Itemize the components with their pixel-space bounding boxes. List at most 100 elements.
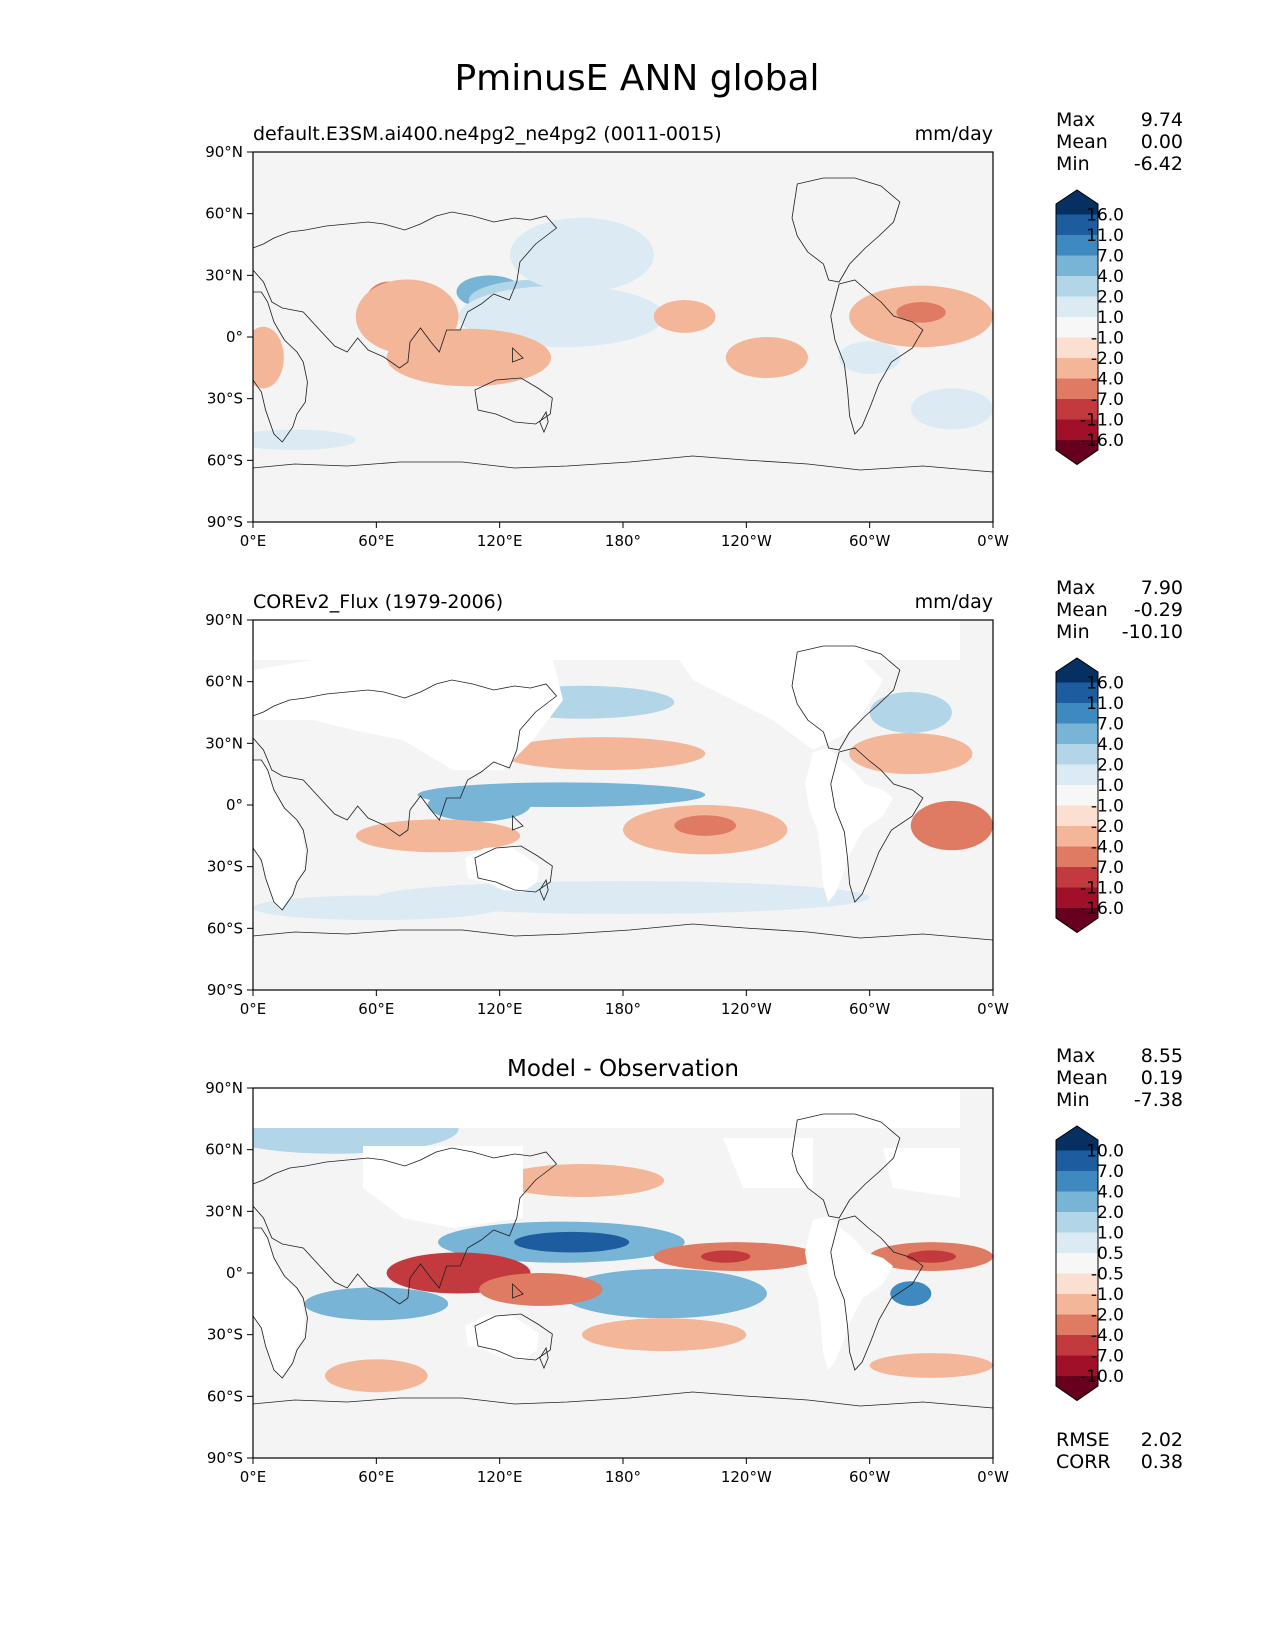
- x-tick-label: 180°: [605, 532, 641, 550]
- colorbar-tick-label: -1.0: [1091, 797, 1124, 817]
- colorbar-tick-label: 4.0: [1097, 735, 1124, 755]
- stat-value-mean: 0.19: [1141, 1067, 1183, 1089]
- colorbar-segment: [1056, 1376, 1098, 1401]
- contour-region: [869, 1353, 993, 1378]
- y-tick-label: 60°N: [205, 673, 243, 691]
- colorbar-tick-label: -16.0: [1080, 899, 1124, 919]
- colorbar-segment: [1056, 846, 1098, 867]
- y-tick-label: 60°S: [207, 1387, 243, 1405]
- colorbar-segment: [1056, 358, 1098, 379]
- panel-difference: 0°E 60°E 120°E 180° 120°W 60°W 0°W 90°N 60°N 30°N…: [205, 1045, 1183, 1486]
- x-tick-label: 120°W: [721, 1468, 772, 1486]
- colorbar-segment: [1056, 744, 1098, 765]
- panel-center-title: Model - Observation: [507, 1056, 739, 1082]
- land-mask: [253, 1088, 960, 1378]
- colorbar-segment: [1056, 1212, 1098, 1233]
- y-tick-label: 90°N: [205, 143, 243, 161]
- colorbar-segment: [1056, 867, 1098, 888]
- stat-label-mean: Mean: [1056, 131, 1108, 153]
- colorbar-segment: [1056, 908, 1098, 933]
- colorbar-tick-label: -2.0: [1091, 349, 1124, 369]
- stat-label-max: Max: [1056, 1045, 1095, 1067]
- colorbar-tick-label: -1.0: [1091, 1285, 1124, 1305]
- colorbar-outline: [1055, 657, 1099, 934]
- contour-region: [386, 328, 552, 387]
- colorbar-segment: [1056, 1232, 1098, 1253]
- x-tick-label: 60°W: [849, 1000, 891, 1018]
- colorbar-tick-label: 0.5: [1097, 1244, 1124, 1264]
- colorbar-segment: [1056, 1126, 1098, 1151]
- x-tick-label: 120°W: [721, 532, 772, 550]
- colorbar-segment: [1056, 378, 1098, 399]
- colorbar-segment: [1056, 235, 1098, 256]
- colorbar-tick-label: -7.0: [1091, 390, 1124, 410]
- x-tick-label: 60°E: [358, 1000, 394, 1018]
- stat-value-mean: 0.00: [1141, 131, 1183, 153]
- x-tick-label: 120°W: [721, 1000, 772, 1018]
- colorbar-segment: [1056, 723, 1098, 744]
- colorbar-tick-label: -2.0: [1091, 817, 1124, 837]
- stat-label-max: Max: [1056, 577, 1095, 599]
- x-tick-label: 0°E: [240, 1468, 267, 1486]
- colorbar-tick-label: 11.0: [1086, 694, 1124, 714]
- colorbar-tick-label: 10.0: [1086, 1142, 1124, 1162]
- colorbar-tick-label: 4.0: [1097, 1183, 1124, 1203]
- colorbar-segment: [1056, 1171, 1098, 1192]
- colorbar-tick-label: -4.0: [1091, 838, 1124, 858]
- colorbar-tick-label: -11.0: [1080, 411, 1124, 431]
- contour-region: [653, 300, 716, 333]
- contour-region: [906, 1250, 956, 1263]
- stat-value-max: 8.55: [1141, 1045, 1183, 1067]
- colorbar-tick-label: -7.0: [1091, 858, 1124, 878]
- colorbar-tick-label: 4.0: [1097, 267, 1124, 287]
- colorbar-segment: [1056, 1355, 1098, 1376]
- panel-units: mm/day: [915, 123, 993, 145]
- y-tick-label: 60°S: [207, 919, 243, 937]
- contour-region: [304, 1287, 449, 1321]
- metric-label-rmse: RMSE: [1056, 1429, 1110, 1451]
- stat-value-min: -7.38: [1134, 1089, 1183, 1111]
- y-tick-label: 0°: [226, 796, 243, 814]
- panel-test: 0°E 60°E 120°E 180° 120°W 60°W 0°W 90°N 60°N 30°N…: [205, 109, 1183, 550]
- colorbar-tick-label: 2.0: [1097, 288, 1124, 308]
- colorbar-tick-label: -0.5: [1091, 1265, 1124, 1285]
- contour-region: [674, 815, 737, 836]
- colorbar-segment: [1056, 440, 1098, 465]
- colorbar-segment: [1056, 317, 1098, 338]
- stat-label-mean: Mean: [1056, 599, 1108, 621]
- colorbar-tick-label: 1.0: [1097, 1224, 1124, 1244]
- contour-region: [324, 1359, 428, 1393]
- y-tick-label: 60°N: [205, 205, 243, 223]
- stat-label-min: Min: [1056, 153, 1090, 175]
- y-tick-label: 0°: [226, 328, 243, 346]
- contour-region: [479, 1273, 603, 1306]
- y-tick-label: 30°N: [205, 734, 243, 752]
- contour-region: [376, 881, 870, 914]
- contour-region: [890, 1281, 932, 1306]
- map-field: [253, 620, 993, 990]
- colorbar-segment: [1056, 419, 1098, 440]
- panel-left-title: COREv2_Flux (1979-2006): [253, 591, 503, 613]
- contour-region: [253, 429, 356, 451]
- stat-label-max: Max: [1056, 109, 1095, 131]
- colorbar-tick-label: -1.0: [1091, 329, 1124, 349]
- stat-value-min: -6.42: [1134, 153, 1183, 175]
- colorbar: 10.07.04.02.01.00.5-0.5-1.0-2.0-4.0-7.0-…: [1055, 1125, 1124, 1402]
- colorbar-tick-label: 11.0: [1086, 226, 1124, 246]
- colorbar-segment: [1056, 764, 1098, 785]
- map-field: [253, 1088, 993, 1458]
- contour-region: [910, 800, 993, 851]
- y-tick-label: 90°N: [205, 1079, 243, 1097]
- colorbar-tick-label: -16.0: [1080, 431, 1124, 451]
- contour-region: [355, 819, 521, 853]
- contour-region: [499, 1164, 665, 1197]
- colorbar-segment: [1056, 1150, 1098, 1171]
- colorbar-segment: [1056, 276, 1098, 297]
- y-tick-label: 30°S: [207, 1326, 243, 1344]
- contour-region: [253, 326, 284, 389]
- contour-region: [581, 1318, 747, 1352]
- contour-region: [509, 217, 654, 292]
- colorbar-tick-label: 2.0: [1097, 1203, 1124, 1223]
- contour-region: [561, 1268, 767, 1319]
